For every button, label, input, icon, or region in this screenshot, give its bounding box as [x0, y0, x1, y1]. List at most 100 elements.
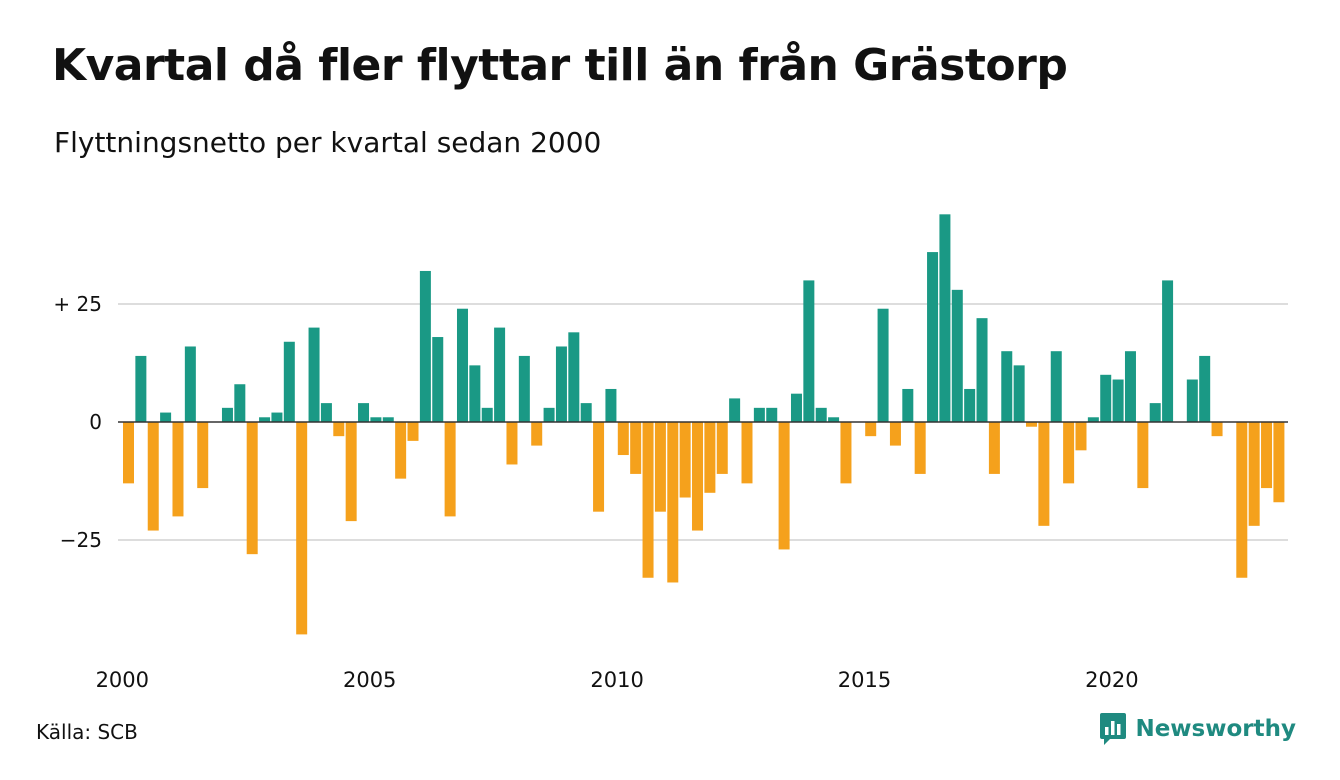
bar-2010Q3: [642, 422, 654, 578]
bar-2012Q3: [741, 422, 753, 484]
bar-2012Q2: [729, 398, 741, 422]
bar-2009Q3: [593, 422, 605, 512]
bar-2019Q3: [1087, 417, 1099, 422]
bar-2021Q3: [1186, 379, 1198, 422]
bar-2007Q4: [506, 422, 518, 465]
bar-2019Q1: [1063, 422, 1075, 484]
bar-2013Q2: [778, 422, 790, 550]
bar-chart: + 25 0 −25 2000 2005 2010 2015 2020: [53, 214, 1288, 692]
y-tick-label: + 25: [53, 292, 102, 316]
chart-subtitle: Flyttningsnetto per kvartal sedan 2000: [54, 126, 602, 159]
bar-2004Q2: [333, 422, 345, 437]
bar-2023Q2: [1273, 422, 1285, 503]
bar-2002Q4: [259, 417, 271, 422]
bar-2017Q4: [1001, 351, 1013, 422]
bar-2007Q2: [481, 407, 493, 422]
brand-logo[interactable]: Newsworthy: [1099, 712, 1296, 746]
y-tick-label: −25: [60, 528, 102, 552]
bar-2011Q3: [692, 422, 704, 531]
x-tick-label: 2010: [590, 668, 643, 692]
bar-2017Q2: [976, 318, 988, 422]
bar-2002Q2: [234, 384, 246, 422]
bar-2008Q2: [531, 422, 543, 446]
bar-2002Q1: [221, 407, 233, 422]
bar-2001Q2: [184, 346, 196, 422]
bar-2013Q3: [790, 393, 802, 422]
bar-2011Q2: [679, 422, 691, 498]
brand-name: Newsworthy: [1135, 716, 1296, 742]
bar-2016Q4: [951, 289, 963, 422]
bar-2006Q3: [444, 422, 456, 517]
bar-2015Q2: [877, 308, 889, 422]
bar-2008Q3: [543, 407, 555, 422]
bar-2004Q4: [358, 403, 370, 422]
bar-2003Q1: [271, 412, 283, 422]
gridlines: [118, 303, 1288, 541]
bar-2023Q1: [1261, 422, 1273, 489]
bar-2007Q3: [494, 327, 506, 422]
y-tick-label: 0: [89, 410, 102, 434]
x-tick-label: 2005: [343, 668, 396, 692]
bar-2007Q1: [469, 365, 481, 422]
chart-title: Kvartal då fler flyttar till än från Grä…: [52, 40, 1068, 91]
bar-2009Q4: [605, 388, 617, 422]
bar-2018Q2: [1026, 422, 1038, 427]
bar-2012Q4: [753, 407, 765, 422]
bar-2009Q2: [580, 403, 592, 422]
x-axis-tick-labels: 2000 2005 2010 2015 2020: [96, 668, 1139, 692]
bar-2004Q1: [320, 403, 332, 422]
bar-2016Q3: [939, 214, 951, 422]
bar-2001Q1: [172, 422, 184, 517]
bar-2019Q2: [1075, 422, 1087, 451]
bar-2010Q4: [654, 422, 666, 512]
x-tick-label: 2015: [838, 668, 891, 692]
x-tick-label: 2000: [96, 668, 149, 692]
bar-2005Q4: [407, 422, 419, 441]
bar-2012Q1: [716, 422, 728, 474]
bar-2005Q2: [382, 417, 394, 422]
bar-2013Q4: [803, 280, 815, 422]
bar-2000Q4: [160, 412, 172, 422]
bar-2005Q3: [395, 422, 407, 479]
bar-2018Q1: [1013, 365, 1025, 422]
bar-2006Q1: [419, 270, 431, 422]
bar-2004Q3: [345, 422, 357, 522]
bar-2000Q2: [135, 355, 147, 422]
bar-2022Q4: [1248, 422, 1260, 526]
source-note: Källa: SCB: [36, 720, 138, 744]
bar-2010Q2: [630, 422, 642, 474]
bar-2014Q3: [840, 422, 852, 484]
bar-2013Q1: [766, 407, 778, 422]
newsworthy-chart-bubble-icon: [1100, 713, 1127, 745]
bar-2020Q2: [1124, 351, 1136, 422]
bar-2022Q3: [1236, 422, 1248, 578]
bar-2006Q2: [432, 337, 444, 422]
bar-2005Q1: [370, 417, 382, 422]
bar-2021Q1: [1162, 280, 1174, 422]
bar-2003Q4: [308, 327, 320, 422]
bar-2020Q3: [1137, 422, 1149, 489]
bar-2014Q2: [828, 417, 840, 422]
bar-2011Q1: [667, 422, 679, 583]
bar-2009Q1: [568, 332, 580, 422]
bar-2022Q1: [1211, 422, 1223, 437]
bar-2014Q1: [815, 407, 827, 422]
bar-2015Q3: [889, 422, 901, 446]
bar-2000Q3: [147, 422, 159, 531]
bar-2001Q3: [197, 422, 209, 489]
x-tick-label: 2020: [1085, 668, 1138, 692]
bar-2008Q4: [555, 346, 567, 422]
bar-2020Q1: [1112, 379, 1124, 422]
bar-2010Q1: [617, 422, 629, 456]
bar-2015Q4: [902, 388, 914, 422]
bar-2003Q2: [283, 341, 295, 422]
bars: [123, 214, 1285, 635]
bar-2021Q4: [1199, 355, 1211, 422]
bar-2016Q2: [927, 252, 939, 422]
bar-2018Q4: [1050, 351, 1062, 422]
bar-2006Q4: [456, 308, 468, 422]
bar-2020Q4: [1149, 403, 1161, 422]
bar-2000Q1: [123, 422, 134, 484]
bar-2017Q1: [964, 388, 976, 422]
bar-2017Q3: [988, 422, 1000, 474]
